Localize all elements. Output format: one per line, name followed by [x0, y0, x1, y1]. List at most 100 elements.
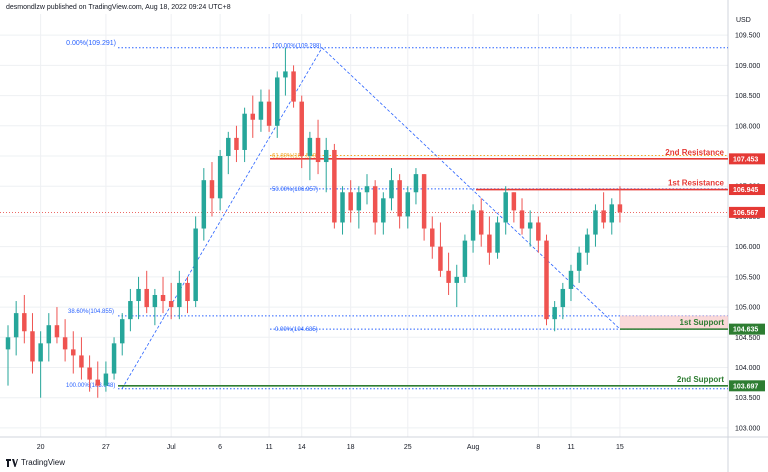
candle-body: [438, 246, 443, 271]
level-price-tag: [729, 323, 765, 335]
candle-body: [209, 180, 215, 199]
candle-body: [593, 210, 598, 235]
x-tick-label: 25: [404, 444, 412, 451]
level-price-tag: [729, 153, 765, 165]
x-tick-label: 15: [616, 444, 624, 451]
y-tick-label: 108.000: [735, 123, 760, 130]
candle-body: [511, 192, 517, 211]
candle-body: [454, 276, 459, 283]
candle-body: [38, 343, 43, 362]
candle-body: [177, 282, 182, 308]
candle-body: [242, 113, 247, 150]
candle-body: [136, 288, 141, 302]
published-header: desmondlzw published on TradingView.com,…: [6, 4, 231, 11]
level-name: 1st Resistance: [668, 179, 725, 188]
y-tick-label: 104.000: [735, 365, 760, 372]
current-price-tag: [729, 206, 765, 218]
tradingview-brand[interactable]: TradingView: [6, 458, 65, 467]
y-tick-label: 103.500: [735, 395, 760, 402]
candle-body: [568, 270, 574, 289]
candle-body: [250, 113, 256, 120]
candle-body: [283, 71, 288, 78]
level-price-text: 107.453: [733, 156, 758, 163]
x-tick-label: 11: [265, 444, 272, 451]
candle-body: [552, 307, 557, 320]
candle-body: [430, 228, 435, 247]
candle-body: [144, 288, 149, 308]
candle-body: [340, 192, 345, 223]
candle-body: [168, 301, 174, 308]
candle-body: [226, 137, 231, 157]
candle-body: [79, 355, 84, 368]
y-tick-label: 109.500: [735, 33, 760, 40]
candle-body: [258, 101, 264, 120]
candle-body: [46, 325, 52, 344]
candle-body: [30, 331, 35, 362]
candle-body: [119, 319, 125, 344]
candle-body: [275, 77, 280, 126]
x-tick-label: 18: [347, 444, 355, 451]
candle-body: [201, 180, 207, 229]
candle-body: [299, 101, 304, 157]
y-tick-label: 104.500: [735, 335, 760, 342]
candle-body: [193, 228, 198, 302]
candle-body: [381, 198, 386, 223]
brand-name: TradingView: [21, 458, 66, 467]
candle-body: [405, 192, 411, 217]
x-tick-label: 14: [298, 444, 306, 451]
candle-body: [527, 222, 533, 229]
candle-body: [601, 210, 606, 223]
y-tick-label: 103.000: [735, 425, 760, 432]
y-tick-label: 108.500: [735, 93, 760, 100]
candle-body: [315, 137, 321, 163]
candle-body: [372, 186, 378, 223]
candle-body: [95, 379, 100, 386]
candle-body: [617, 204, 623, 213]
candle-body: [307, 137, 313, 157]
candle-body: [348, 192, 353, 211]
candle-body: [421, 174, 427, 229]
candle-body: [478, 210, 484, 235]
candle-body: [364, 186, 370, 193]
candle-body: [128, 301, 133, 320]
y-tick-label: 105.500: [735, 274, 760, 281]
x-tick-label: 20: [37, 444, 45, 451]
level-name: 2nd Resistance: [665, 148, 724, 157]
level-name: 1st Support: [680, 318, 725, 327]
tradingview-logo-icon: [6, 458, 18, 467]
fib-label-0-low: 0.00%(104.635): [275, 327, 318, 333]
level-price-text: 104.635: [733, 327, 758, 334]
candle-body: [291, 71, 296, 102]
candle-body: [5, 337, 11, 350]
candle-body: [462, 240, 468, 277]
candle-body: [103, 373, 109, 386]
candle-body: [13, 313, 19, 338]
candle-body: [323, 149, 329, 163]
x-tick-label: 11: [567, 444, 574, 451]
currency-label: USD: [736, 17, 751, 24]
fib-label-peak: 100.00%(109.288): [272, 43, 321, 49]
level-price-text: 106.945: [733, 187, 758, 194]
candle-body: [585, 234, 590, 253]
fib-label-50: 50.00%(106.957): [272, 187, 318, 193]
candle-body: [266, 101, 272, 126]
candle-body: [495, 222, 500, 253]
candle-body: [609, 204, 615, 223]
x-tick-label: 8: [536, 444, 540, 451]
fib-label-top: 0.00%(109.291): [66, 40, 116, 47]
x-tick-label: Jul: [167, 444, 176, 451]
x-tick-label: 27: [102, 444, 110, 451]
candle-body: [185, 282, 190, 302]
candle-body: [22, 313, 27, 332]
candle-body: [71, 349, 76, 356]
level-price-tag: [729, 380, 765, 392]
candle-body: [54, 325, 60, 338]
candle-body: [389, 180, 394, 199]
fib-label-386: 38.60%(104.855): [68, 309, 114, 315]
candle-body: [519, 210, 525, 229]
fib-label-618: 61.80%(107.509): [272, 153, 318, 159]
candle-body: [446, 270, 451, 283]
support-zone: [620, 315, 728, 330]
